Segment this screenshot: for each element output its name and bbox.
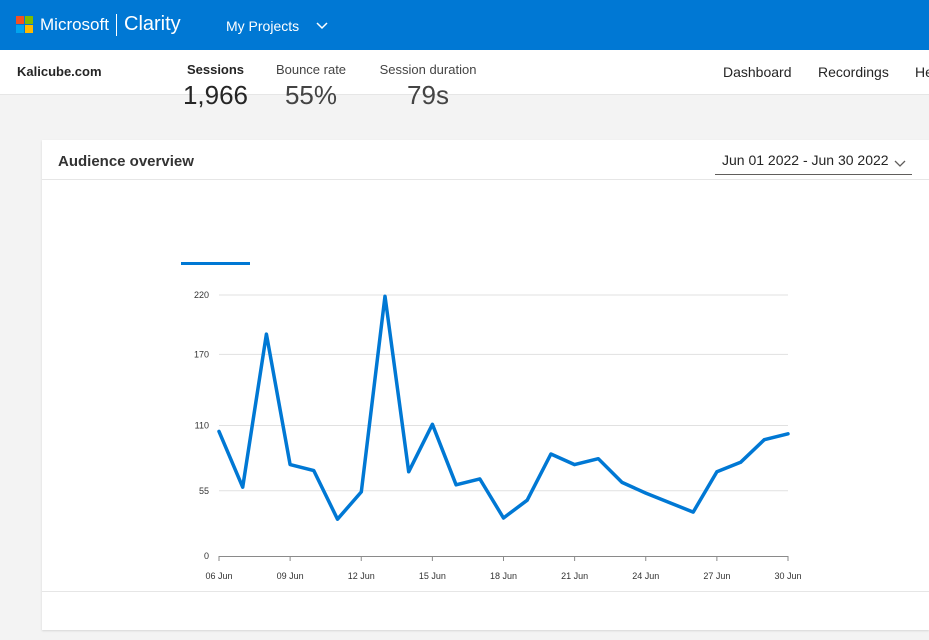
card-title: Audience overview [58,153,194,170]
x-tick-label: 09 Jun [277,571,304,581]
top-bar: Microsoft Clarity My Projects [0,0,929,50]
active-tab-indicator [181,262,250,265]
metric-value: 55% [284,80,338,110]
brand-name: Microsoft [40,15,109,34]
secondary-nav: Kalicube.com Dashboard Recordings He [0,50,929,95]
date-range-picker[interactable]: Jun 01 2022 - Jun 30 2022 [715,146,912,175]
metric-value: 1,966 [182,80,249,110]
x-tick-label: 06 Jun [205,571,232,581]
x-tick-label: 21 Jun [561,571,588,581]
x-tick-label: 15 Jun [419,571,446,581]
my-projects-dropdown[interactable]: My Projects [226,16,328,36]
metric-tab-session-duration[interactable]: Session duration 79s [371,62,485,111]
card-header: Audience overview Jun 01 2022 - Jun 30 2… [42,140,929,180]
x-tick-label: 12 Jun [348,571,375,581]
metric-label: Session duration [379,62,477,77]
brand-divider [116,14,117,36]
nav-heatmaps[interactable]: He [915,64,929,80]
y-tick-label: 170 [194,349,209,359]
audience-overview-card: Audience overview Jun 01 2022 - Jun 30 2… [42,140,929,630]
metric-tab-bounce-rate[interactable]: Bounce rate 55% [270,62,352,111]
chevron-down-icon [894,155,906,173]
nav-recordings[interactable]: Recordings [818,64,889,80]
site-name[interactable]: Kalicube.com [17,64,102,79]
metric-label: Bounce rate [275,62,347,77]
y-tick-label: 0 [204,551,209,561]
x-tick-label: 27 Jun [703,571,730,581]
metric-tab-sessions[interactable]: Sessions 1,966 [181,62,250,111]
nav-dashboard[interactable]: Dashboard [723,64,792,80]
card-footer-divider [42,591,929,592]
metric-value: 79s [407,80,449,110]
metric-label: Sessions [186,62,245,77]
x-tick-label: 24 Jun [632,571,659,581]
product-name[interactable]: Clarity [124,13,181,35]
y-tick-label: 220 [194,290,209,300]
series-line-sessions [217,294,790,521]
x-tick-label: 18 Jun [490,571,517,581]
y-tick-label: 55 [199,486,209,496]
date-range-label: Jun 01 2022 - Jun 30 2022 [722,152,889,168]
chevron-down-icon [316,22,328,30]
x-tick-label: 30 Jun [774,571,801,581]
my-projects-label: My Projects [226,18,300,34]
microsoft-logo-icon [16,16,33,33]
y-tick-label: 110 [195,421,209,431]
